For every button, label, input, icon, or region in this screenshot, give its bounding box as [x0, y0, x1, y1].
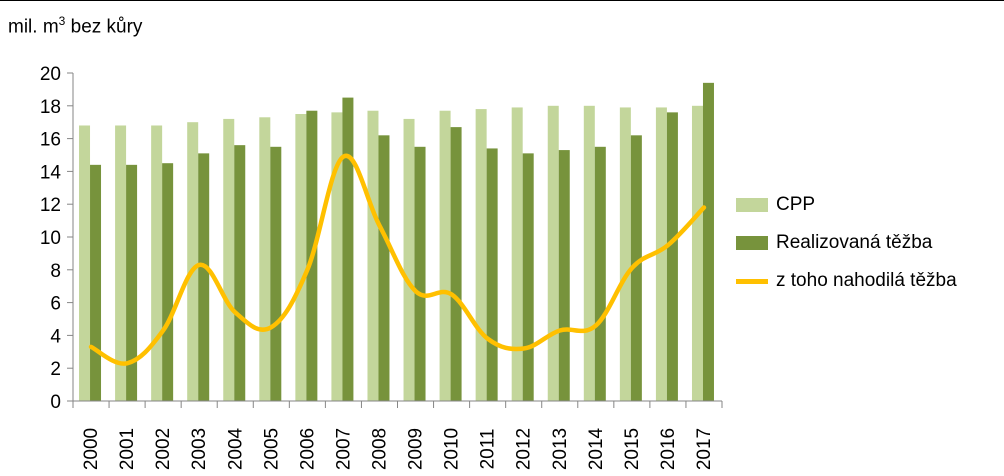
bar-cpp	[691, 105, 703, 402]
bar-realized	[162, 163, 174, 401]
bar-cpp	[187, 122, 199, 401]
legend-label-random: z toho nahodilá těžba	[776, 270, 957, 291]
x-tick-label: 2011	[478, 429, 499, 470]
top-border	[0, 0, 1004, 1]
x-tick-label: 2016	[658, 428, 679, 470]
bar-realized	[630, 135, 642, 401]
x-tick-label: 2005	[261, 428, 282, 470]
bar-cpp	[367, 110, 379, 401]
bar-realized	[558, 150, 570, 401]
bar-realized	[90, 164, 102, 401]
x-tick-label: 2000	[81, 428, 102, 470]
bar-cpp	[115, 125, 127, 401]
legend-label-cpp: CPP	[776, 194, 816, 215]
bar-cpp	[331, 112, 343, 402]
bar-realized	[198, 153, 210, 401]
y-tick-label: 0	[50, 392, 61, 413]
bar-cpp	[295, 114, 307, 401]
x-tick-label: 2003	[189, 428, 210, 470]
x-tick-label: 2012	[514, 428, 535, 470]
x-tick-label: 2009	[406, 428, 427, 470]
legend-item-cpp: CPP	[736, 186, 957, 224]
legend-swatch-cpp	[736, 198, 768, 212]
bar-realized	[234, 145, 246, 401]
y-tick-label: 8	[50, 261, 61, 282]
x-tick-label: 2010	[442, 428, 463, 470]
y-tick-label: 14	[40, 162, 62, 183]
x-tick-label: 2006	[297, 428, 318, 470]
legend-item-realized: Realizovaná těžba	[736, 224, 957, 262]
y-tick-label: 12	[40, 195, 61, 216]
legend-item-random: z toho nahodilá těžba	[736, 262, 957, 300]
y-tick-label: 6	[50, 294, 61, 315]
bar-cpp	[655, 107, 667, 401]
y-tick-label: 4	[50, 326, 61, 347]
bar-realized	[666, 112, 678, 402]
x-tick-label: 2015	[622, 428, 643, 470]
bar-cpp	[439, 110, 451, 401]
y-tick-label: 20	[40, 64, 61, 85]
legend-swatch-realized	[736, 236, 768, 250]
x-tick-label: 2008	[369, 428, 390, 470]
bar-realized	[126, 164, 138, 401]
legend-label-realized: Realizovaná těžba	[776, 232, 933, 253]
y-tick-label: 16	[40, 130, 61, 151]
bar-cpp	[79, 125, 91, 401]
y-axis-unit-label: mil. m3 bez kůry	[8, 14, 143, 38]
bar-realized	[522, 153, 534, 401]
bar-cpp	[259, 117, 271, 401]
bar-cpp	[619, 107, 631, 401]
y-tick-label: 10	[40, 228, 61, 249]
bar-cpp	[403, 118, 415, 402]
bar-cpp	[547, 105, 559, 402]
bar-realized	[702, 82, 714, 401]
x-tick-label: 2002	[153, 428, 174, 470]
y-tick-label: 18	[40, 97, 61, 118]
x-tick-label: 2013	[550, 428, 571, 470]
bar-cpp	[583, 105, 595, 402]
bar-realized	[414, 146, 426, 401]
x-tick-label: 2014	[586, 427, 607, 470]
x-tick-label: 2001	[117, 428, 138, 470]
bar-cpp	[223, 118, 235, 402]
bar-realized	[594, 146, 606, 401]
x-tick-label: 2007	[333, 428, 354, 470]
y-tick-label: 2	[50, 359, 61, 380]
bar-cpp	[475, 109, 487, 401]
bar-cpp	[151, 125, 163, 401]
bar-realized	[378, 135, 390, 401]
x-tick-label: 2004	[225, 427, 246, 470]
bar-realized	[486, 148, 498, 401]
line-random-harvest	[88, 153, 707, 366]
legend-swatch-random	[736, 278, 768, 284]
bar-realized	[342, 97, 354, 401]
bar-cpp	[511, 107, 523, 401]
bar-realized	[270, 146, 282, 401]
bar-realized	[450, 127, 462, 402]
x-tick-label: 2017	[694, 428, 715, 470]
chart-legend: CPP Realizovaná těžba z toho nahodilá tě…	[736, 186, 957, 300]
